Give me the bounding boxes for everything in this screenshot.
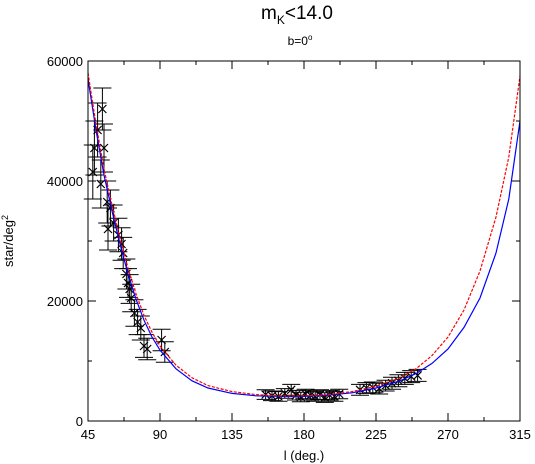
x-tick-label: 225	[365, 427, 387, 442]
model-curve-blue	[87, 78, 521, 397]
data-point	[413, 370, 423, 380]
data-point	[136, 323, 146, 333]
data-point	[291, 390, 301, 400]
chart-subtitle: b=0o	[288, 33, 313, 48]
data-point	[89, 143, 99, 153]
data-point	[88, 167, 98, 177]
data-point	[126, 293, 136, 303]
chart-title-subscript: K	[277, 13, 285, 27]
data-point	[157, 335, 167, 345]
y-tick-label: 20000	[47, 294, 83, 309]
data-point	[142, 344, 152, 354]
data-point	[123, 278, 133, 288]
x-tick-label: 180	[293, 427, 315, 442]
chart-subtitle-text: b=0	[288, 34, 309, 48]
chart-subtitle-degree: o	[308, 33, 313, 42]
data-point	[93, 125, 103, 135]
y-tick-label: 40000	[47, 174, 83, 189]
x-tick-label: 270	[437, 427, 459, 442]
x-axis-label: l (deg.)	[284, 448, 324, 463]
model-curve-red	[87, 72, 521, 397]
data-point	[96, 179, 106, 189]
chart-title: mK<14.0	[261, 3, 333, 27]
y-axis-label-sup: 2	[0, 215, 10, 220]
chart-title-main: m	[261, 3, 277, 24]
ticks-layer: 45 90 135 180 225 270 315 0 20000 40000 60000	[47, 54, 531, 442]
x-tick-label: 135	[221, 427, 243, 442]
y-axis-label: star/deg2	[0, 215, 16, 267]
error-bars-layer	[83, 87, 427, 403]
data-point	[118, 248, 128, 258]
data-point	[97, 104, 107, 114]
plot-frame	[87, 60, 521, 422]
y-tick-label: 0	[76, 414, 83, 429]
y-axis-label-text: star/deg	[1, 220, 16, 267]
model-curves-layer	[87, 72, 521, 397]
data-point	[133, 317, 143, 327]
data-point	[129, 308, 139, 318]
chart-title-rest: <14.0	[285, 3, 333, 24]
x-tick-label: 315	[509, 427, 531, 442]
x-tick-label: 90	[153, 427, 167, 442]
y-tick-label: 60000	[47, 54, 83, 69]
x-tick-label: 45	[81, 427, 95, 442]
